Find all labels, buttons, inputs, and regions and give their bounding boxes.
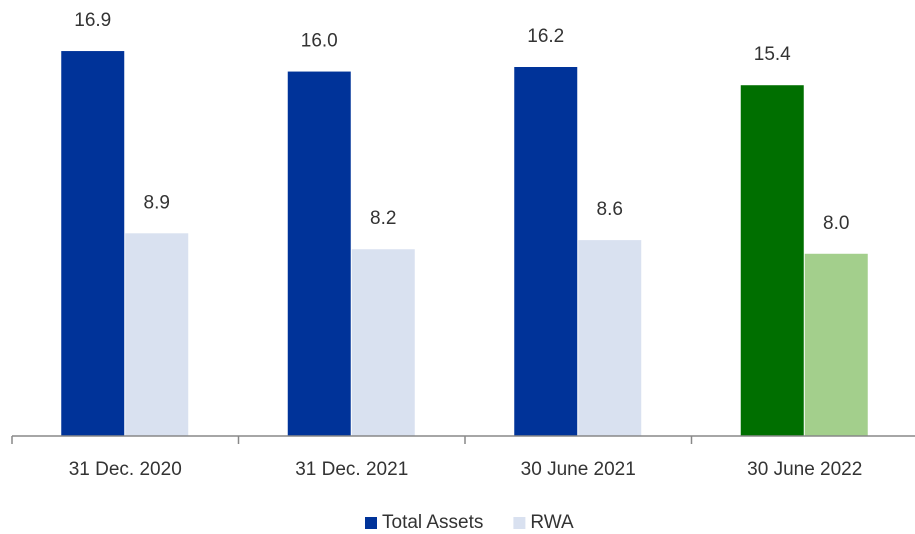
data-label: 8.0 — [823, 213, 849, 234]
bar — [351, 249, 415, 436]
bar — [125, 233, 189, 436]
x-tick-label: 31 Dec. 2021 — [295, 459, 408, 480]
x-tick-label: 31 Dec. 2020 — [69, 459, 182, 480]
x-tick-label: 30 June 2021 — [521, 459, 636, 480]
bar — [578, 240, 642, 436]
x-tick-label: 30 June 2022 — [747, 459, 862, 480]
bar — [287, 71, 351, 437]
data-label: 8.9 — [144, 192, 170, 213]
data-label: 16.9 — [74, 10, 111, 31]
data-label: 16.2 — [527, 26, 564, 47]
bar — [740, 85, 804, 436]
legend-swatch — [513, 517, 526, 529]
data-label: 8.2 — [370, 208, 396, 229]
legend-label: Total Assets — [382, 512, 483, 533]
bar — [61, 51, 125, 437]
data-label: 8.6 — [597, 199, 623, 220]
bar — [804, 253, 868, 436]
data-label: 15.4 — [754, 44, 791, 65]
bar — [514, 67, 578, 436]
legend-swatch — [365, 517, 377, 529]
legend-label: RWA — [530, 512, 574, 533]
data-label: 16.0 — [301, 31, 338, 52]
